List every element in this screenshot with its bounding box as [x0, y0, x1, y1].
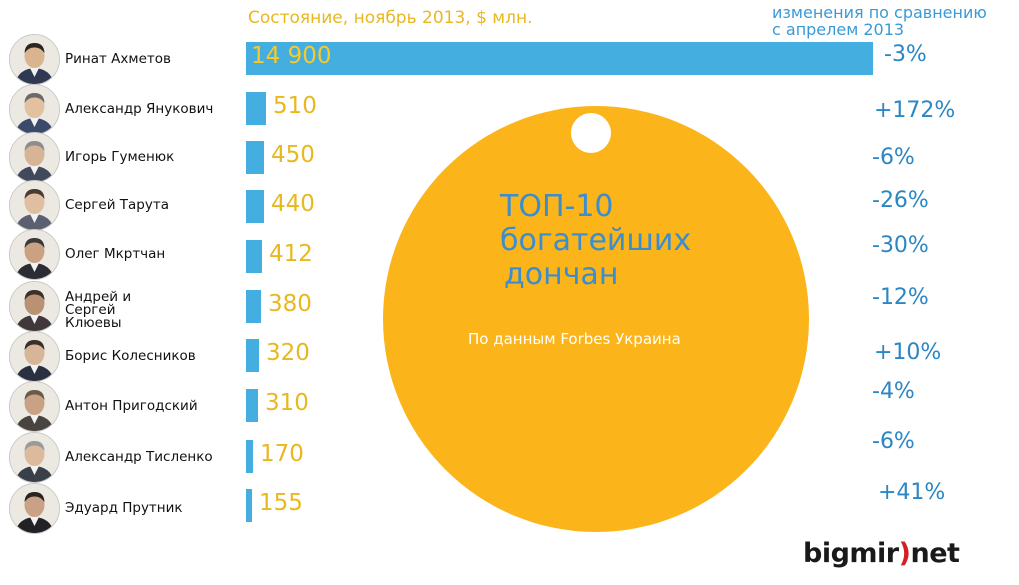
change-label: -3% — [884, 42, 927, 67]
person-name: Олег Мкртчан — [65, 247, 165, 261]
value-label: 510 — [273, 93, 317, 119]
brand-part3: net — [910, 538, 960, 569]
change-header-line2: с апрелем 2013 — [772, 20, 905, 39]
avatar-7 — [9, 331, 60, 382]
value-label: 380 — [268, 291, 312, 317]
person-name-line: Александр Янукович — [65, 101, 214, 117]
bar — [246, 440, 253, 473]
avatar-3 — [9, 132, 60, 183]
value-label: 320 — [266, 340, 310, 366]
bar — [246, 389, 258, 422]
bar — [246, 489, 252, 522]
person-name-line: Олег Мкртчан — [65, 246, 166, 262]
person-name-line: Александр Тисленко — [65, 449, 213, 465]
value-label: 310 — [265, 390, 309, 416]
avatar-4 — [9, 180, 60, 231]
bar — [246, 339, 259, 372]
value-label: 412 — [269, 241, 313, 267]
person-name: Эдуард Прутник — [65, 501, 183, 515]
portrait-icon — [10, 484, 59, 533]
brand-part2: ) — [898, 538, 911, 569]
value-label: 14 900 — [251, 43, 332, 69]
tag-hole — [571, 113, 611, 153]
tag-circle — [383, 106, 809, 532]
person-name-line: Андрей и — [65, 289, 132, 305]
portrait-icon — [10, 35, 59, 84]
value-label: 155 — [259, 490, 303, 516]
portrait-icon — [10, 332, 59, 381]
portrait-icon — [10, 282, 59, 331]
tag-title-line2: богатейших — [500, 223, 692, 258]
change-header-line1: изменения по сравнению — [772, 3, 987, 22]
person-name-line: Антон Пригодский — [65, 398, 198, 414]
worth-header: Состояние, ноябрь 2013, $ млн. — [248, 8, 533, 28]
person-name: Сергей Тарута — [65, 198, 169, 212]
portrait-icon — [10, 85, 59, 134]
person-name: Борис Колесников — [65, 349, 196, 363]
avatar-1 — [9, 34, 60, 85]
change-label: +10% — [874, 340, 942, 365]
portrait-icon — [10, 433, 59, 482]
change-header: изменения по сравнению с апрелем 2013 — [772, 4, 987, 38]
portrait-icon — [10, 133, 59, 182]
bar — [246, 141, 264, 174]
person-name-line: Ринат Ахметов — [65, 51, 171, 67]
brand-part1: bigmir — [803, 538, 899, 569]
bar — [246, 92, 266, 125]
person-name: Александр Тисленко — [65, 450, 213, 464]
avatar-8 — [9, 381, 60, 432]
bar — [246, 190, 264, 223]
person-name-line: Сергей — [65, 302, 116, 318]
person-name: Антон Пригодский — [65, 399, 198, 413]
person-name: Андрей и Сергей Клюевы — [65, 290, 131, 330]
avatar-5 — [9, 229, 60, 280]
bar — [246, 290, 261, 323]
portrait-icon — [10, 181, 59, 230]
tag-title-line1: ТОП-10 — [500, 189, 614, 224]
change-label: -12% — [872, 285, 929, 310]
value-label: 170 — [260, 441, 304, 467]
avatar-6 — [9, 281, 60, 332]
avatar-2 — [9, 84, 60, 135]
person-name-line: Игорь Гуменюк — [65, 149, 175, 165]
avatar-10 — [9, 483, 60, 534]
value-label: 450 — [271, 142, 315, 168]
person-name: Александр Янукович — [65, 102, 213, 116]
person-name-line: Борис Колесников — [65, 348, 196, 364]
bar — [246, 240, 262, 273]
portrait-icon — [10, 382, 59, 431]
change-label: -30% — [872, 233, 929, 258]
change-label: -4% — [872, 379, 915, 404]
value-label: 440 — [271, 191, 315, 217]
person-name-line: Клюевы — [65, 315, 122, 331]
tag-subtitle: По данным Forbes Украина — [468, 330, 681, 348]
change-label: -6% — [872, 429, 915, 454]
person-name-line: Сергей Тарута — [65, 197, 169, 213]
person-name: Игорь Гуменюк — [65, 150, 174, 164]
brand-logo: bigmir)net — [803, 538, 960, 569]
portrait-icon — [10, 230, 59, 279]
bar — [246, 42, 873, 75]
tag-title-line3: дончан — [504, 257, 619, 292]
person-name-line: Эдуард Прутник — [65, 500, 183, 516]
change-label: -26% — [872, 188, 929, 213]
avatar-9 — [9, 432, 60, 483]
change-label: +41% — [878, 480, 946, 505]
change-label: +172% — [874, 98, 956, 123]
change-label: -6% — [872, 145, 915, 170]
person-name: Ринат Ахметов — [65, 52, 171, 66]
